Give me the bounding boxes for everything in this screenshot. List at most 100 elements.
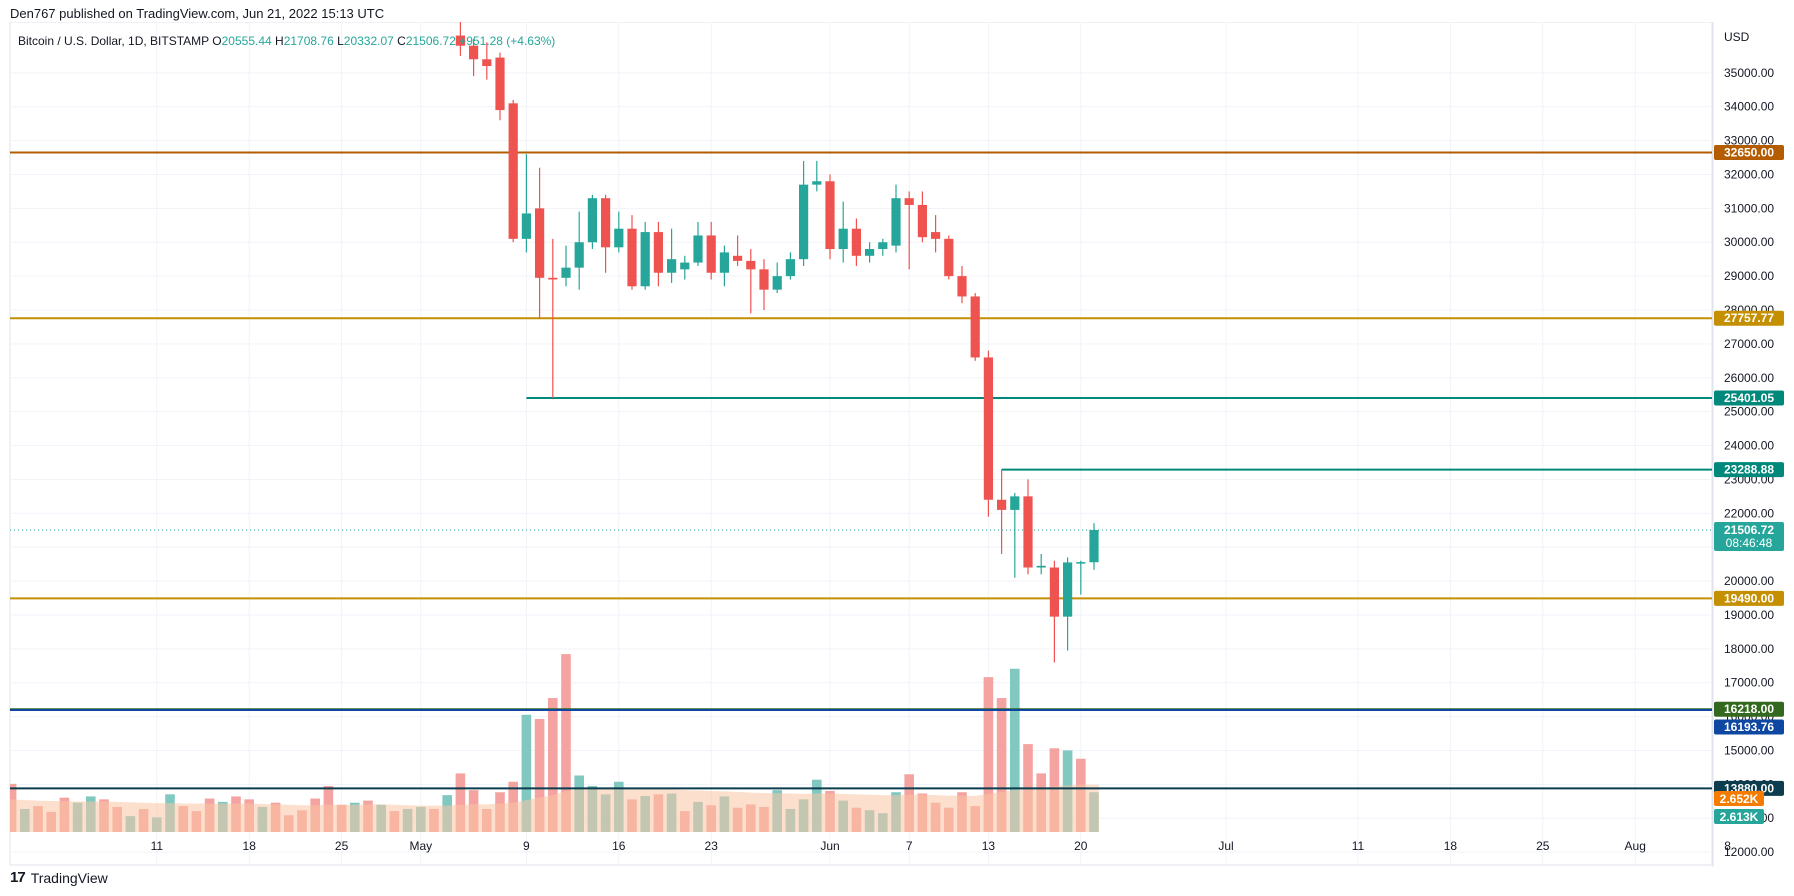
x-tick-label: 7: [906, 839, 913, 853]
level-label: 23288.88: [1724, 463, 1774, 477]
candle-body: [891, 198, 901, 246]
volume-bar: [1010, 668, 1020, 832]
level-label-bg: [1714, 590, 1784, 606]
grid: [10, 22, 1712, 865]
x-tick-label: May: [409, 839, 432, 853]
level-label-bg: [1714, 719, 1784, 735]
candle-body: [706, 235, 716, 273]
currency-label: USD: [1724, 30, 1750, 44]
candle-body: [1049, 567, 1059, 617]
high-label: H: [275, 34, 284, 48]
candle-body: [508, 103, 518, 239]
candle-body: [904, 198, 914, 205]
x-tick-label: 11: [1352, 839, 1365, 853]
candle-body: [878, 242, 888, 250]
y-tick-label: 22000.00: [1724, 506, 1774, 520]
x-tick-label: 25: [335, 839, 349, 853]
open-value: 20555.44: [222, 34, 275, 48]
candle-body: [746, 260, 756, 270]
candle-body: [548, 277, 558, 280]
y-tick-label: 19000.00: [1724, 608, 1774, 622]
y-tick-label: 20000.00: [1724, 574, 1774, 588]
level-label-bg: [1714, 144, 1784, 160]
x-tick-label: 20: [1074, 839, 1088, 853]
plot-frame: [9, 22, 1713, 866]
x-tick-label: 13: [982, 839, 996, 853]
x-tick-label: 25: [1536, 839, 1550, 853]
candle-body: [719, 252, 729, 273]
y-tick-label: 27000.00: [1724, 337, 1774, 351]
volume-ma-badge-bg: [1714, 809, 1764, 824]
y-tick-label: 17000.00: [1724, 676, 1774, 690]
open-label: O: [212, 34, 221, 48]
candle-body: [838, 228, 848, 250]
candle-body: [614, 228, 624, 248]
candle-body: [812, 181, 822, 185]
high-value: 21708.76: [284, 34, 337, 48]
volume-badge-bg: [1714, 791, 1764, 806]
plot-area: [10, 22, 1712, 832]
volume-ma-area: [10, 784, 1099, 832]
candle-body: [469, 45, 479, 60]
volume-bar: [455, 773, 466, 832]
level-label: 25401.05: [1724, 391, 1774, 405]
low-label: L: [337, 34, 344, 48]
candle-body: [983, 357, 993, 500]
btc-usd-chart[interactable]: 12000.0013000.0014000.0015000.0016000.00…: [0, 22, 1794, 867]
publish-header: Den767 published on TradingView.com, Jun…: [10, 6, 385, 21]
candle-body: [482, 59, 492, 67]
candle-body: [851, 228, 861, 256]
y-tick-label: 24000.00: [1724, 439, 1774, 453]
candle-body: [495, 57, 505, 111]
y-tick-label: 12000.00: [1724, 845, 1774, 859]
candle-body: [957, 276, 967, 297]
x-tick-label: 16: [612, 839, 626, 853]
candle-body: [865, 249, 875, 256]
level-label-bg: [1714, 701, 1784, 717]
candle-body: [785, 259, 795, 277]
volume-bar: [548, 698, 558, 832]
level-label: 16193.76: [1724, 720, 1774, 734]
candle-body: [970, 296, 980, 358]
candle-body: [627, 228, 637, 287]
last-price-label: 21506.72: [1724, 523, 1774, 537]
candle-body: [759, 269, 769, 290]
close-label: C: [397, 34, 406, 48]
candle-body: [521, 213, 531, 239]
y-tick-label: 18000.00: [1724, 642, 1774, 656]
brand-name[interactable]: TradingView: [30, 869, 108, 886]
volume-bar: [996, 698, 1007, 832]
candle-body: [825, 181, 835, 250]
x-tick-label: Jun: [820, 839, 839, 853]
candle-body: [944, 238, 954, 277]
volume-bar: [561, 654, 571, 832]
y-tick-label: 30000.00: [1724, 235, 1774, 249]
tradingview-logo-icon: 17: [10, 869, 26, 886]
candle-body: [667, 259, 677, 273]
candle-body: [1063, 562, 1073, 617]
x-tick-label: 8: [1724, 839, 1731, 853]
x-tick-label: 9: [523, 839, 530, 853]
candle-body: [653, 232, 663, 273]
level-label: 16218.00: [1724, 702, 1774, 716]
low-value: 20332.07: [344, 34, 397, 48]
candle-body: [640, 232, 650, 287]
volume-bar: [521, 714, 532, 832]
y-tick-label: 35000.00: [1724, 66, 1774, 80]
level-label-bg: [1714, 390, 1784, 406]
candle-body: [1036, 565, 1046, 568]
candle-body: [535, 208, 545, 278]
y-tick-label: 29000.00: [1724, 269, 1774, 283]
level-label-bg: [1714, 310, 1784, 326]
x-tick-label: Aug: [1625, 839, 1646, 853]
y-tick-label: 25000.00: [1724, 405, 1774, 419]
level-label: 19490.00: [1724, 591, 1774, 605]
candle-body: [1089, 530, 1099, 563]
candle-body: [1023, 496, 1033, 568]
y-tick-label: 34000.00: [1724, 100, 1774, 114]
x-tick-label: 18: [1444, 839, 1458, 853]
candle-body: [917, 204, 927, 238]
y-tick-label: 33000.00: [1724, 134, 1774, 148]
ohlc-legend: Bitcoin / U.S. Dollar, 1D, BITSTAMP O205…: [18, 34, 555, 48]
symbol-title: Bitcoin / U.S. Dollar, 1D, BITSTAMP: [18, 34, 212, 48]
